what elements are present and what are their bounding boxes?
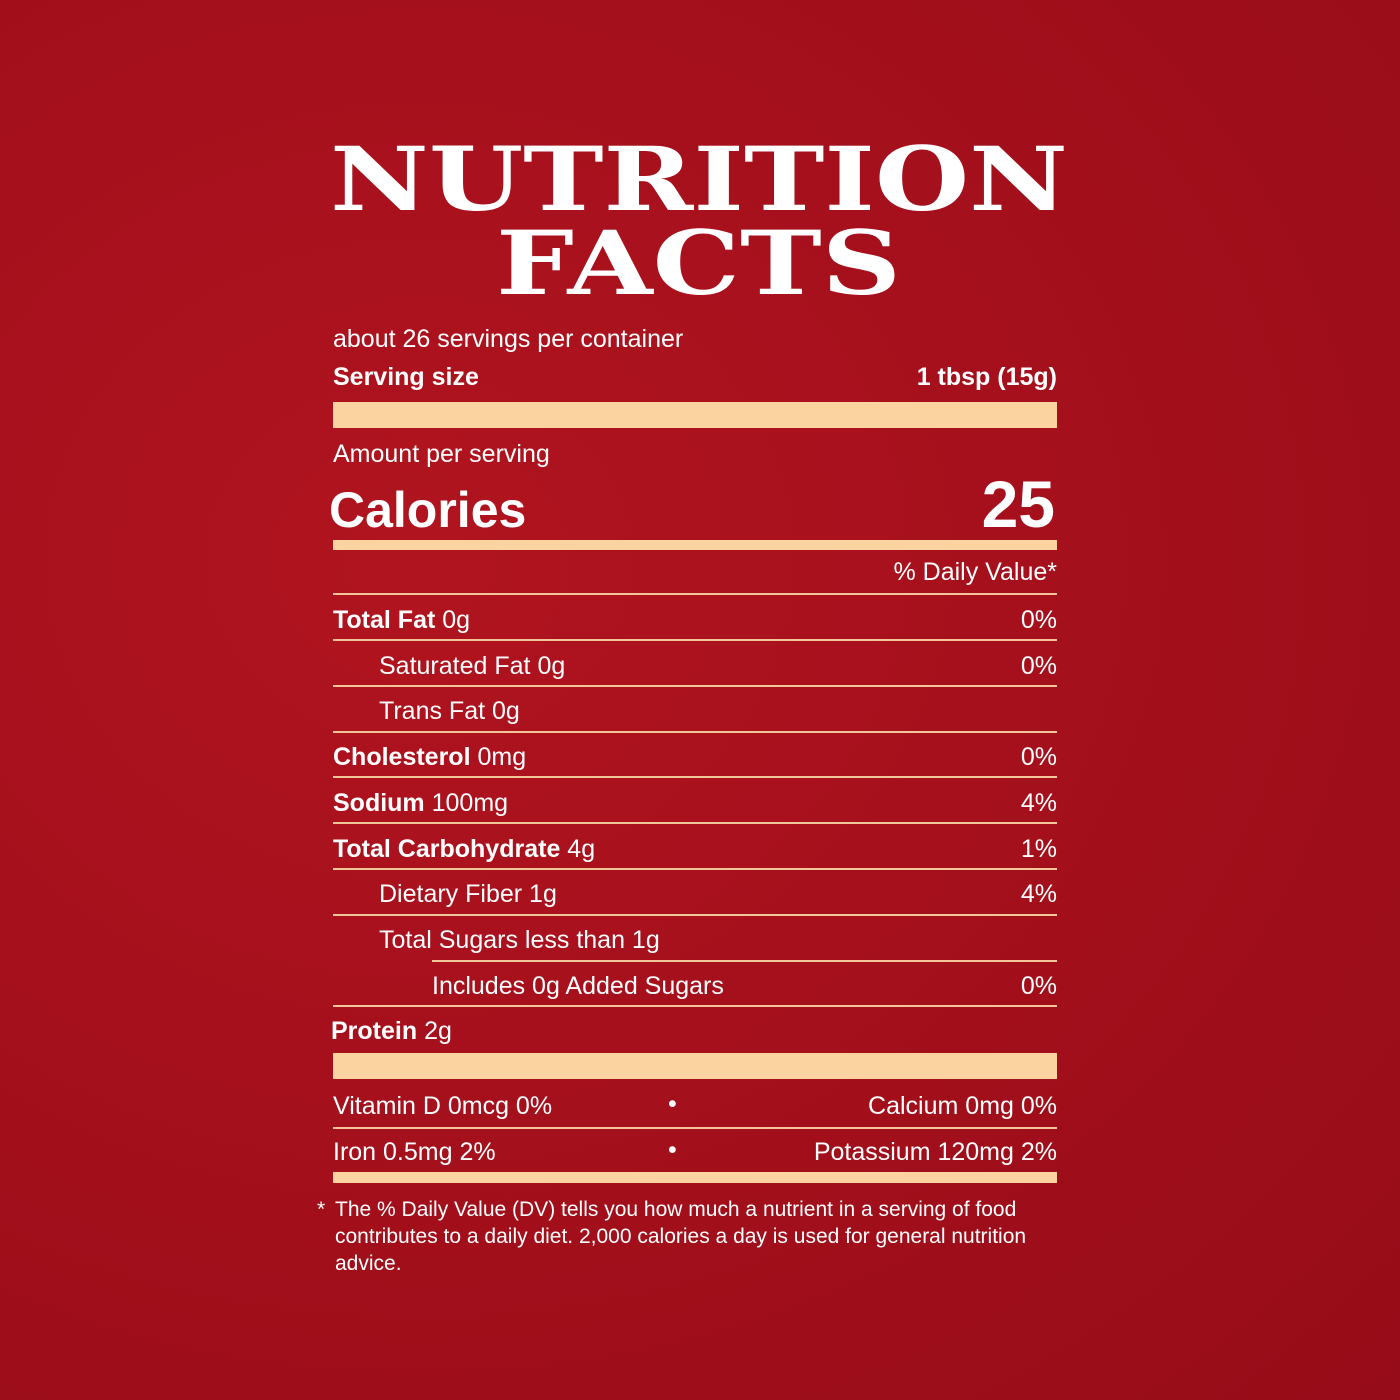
divider (333, 684, 1057, 687)
nutrient-name: Dietary Fiber (379, 880, 523, 909)
divider (333, 822, 1057, 825)
nutrient-dv: 0% (1020, 606, 1057, 634)
bullet: • (668, 1136, 677, 1164)
title: NUTRITION FACTS (330, 127, 1068, 315)
nutrient-amount: 2g (424, 1017, 452, 1046)
nutrient-name: Total Fat (333, 606, 436, 634)
nutrient-dv: 0% (1020, 651, 1057, 680)
vitamin-row-right: Calcium 0mg 0% (868, 1092, 1057, 1120)
amount-per-serving: Amount per serving (333, 440, 550, 468)
nutrient-name: Total Carbohydrate (333, 834, 561, 863)
nutrient-row-label: Dietary Fiber 1g (379, 879, 557, 909)
divider (333, 1005, 1057, 1008)
servings-per-container: about 26 servings per container (333, 325, 684, 353)
divider (333, 639, 1057, 641)
nutrient-name: Sodium (333, 788, 425, 817)
potassium-right: Potassium 120mg 2% (813, 1138, 1057, 1166)
nutrient-row-label: Includes 0g Added Sugars (432, 971, 724, 1001)
nutrient-name: Protein (331, 1017, 418, 1046)
nutrient-name: Cholesterol (333, 743, 471, 772)
title-line2: FACTS (496, 211, 901, 315)
daily-value-header: % Daily Value* (893, 558, 1057, 586)
nutrient-row-label: Protein 2g (331, 1016, 452, 1046)
divider (333, 1127, 1057, 1129)
divider (333, 868, 1057, 870)
footnote-star: * (317, 1198, 326, 1221)
nutrient-row-label: Total Carbohydrate 4g (333, 834, 595, 864)
nutrient-amount: 0g (537, 651, 566, 680)
nutrient-dv: 0% (1020, 743, 1057, 772)
nutrient-dv: 0% (1020, 971, 1057, 1000)
nutrient-dv: 4% (1020, 788, 1057, 817)
nutrient-row-label: Total Sugars less than 1g (379, 925, 660, 955)
nutrient-amount: 0mg (477, 743, 527, 772)
iron-left: Iron 0.5mg 2% (333, 1138, 496, 1166)
nutrient-amount: 100mg (431, 788, 509, 817)
thick-divider (333, 402, 1057, 428)
nutrient-name: Total Sugars (379, 925, 518, 954)
serving-size-label: Serving size (333, 363, 479, 391)
divider (333, 593, 1057, 595)
bullet: • (668, 1090, 677, 1118)
nutrient-row-label: Cholesterol 0mg (333, 742, 526, 772)
thick-divider (333, 1053, 1057, 1079)
divider (333, 776, 1057, 779)
nutrient-amount: 0g (442, 606, 471, 634)
nutrient-amount: 1g (529, 880, 557, 909)
serving-size-value: 1 tbsp (15g) (916, 363, 1057, 391)
calories-label: Calories (329, 482, 527, 538)
divider (333, 730, 1057, 733)
nutrient-amount: 4g (567, 834, 596, 863)
nutrient-dv: 1% (1020, 834, 1057, 863)
calories-value: 25 (981, 467, 1055, 541)
title-line1: NUTRITION (330, 127, 1068, 231)
nutrient-amount: 0g (492, 697, 520, 726)
footnote: The % Daily Value (DV) tells you how muc… (335, 1198, 1027, 1275)
medium-divider (333, 540, 1057, 550)
divider (333, 913, 1057, 916)
nutrient-row-label: Saturated Fat 0g (379, 651, 565, 681)
nutrient-dv: 4% (1020, 880, 1057, 909)
nutrient-amount: less than 1g (524, 925, 660, 954)
nutrient-row-label: Trans Fat 0g (379, 696, 520, 726)
medium-divider (333, 1172, 1057, 1183)
nutrient-row-label: Sodium 100mg (333, 788, 508, 818)
nutrient-row-label: Total Fat 0g (333, 605, 470, 635)
nutrient-name: Saturated Fat (379, 651, 531, 680)
nutrient-name: Includes 0g Added Sugars (432, 971, 724, 1000)
nutrient-name: Trans Fat (379, 697, 486, 726)
divider (432, 959, 1057, 962)
vitamin-d-calcium-left: Vitamin D 0mcg 0% (333, 1092, 553, 1120)
